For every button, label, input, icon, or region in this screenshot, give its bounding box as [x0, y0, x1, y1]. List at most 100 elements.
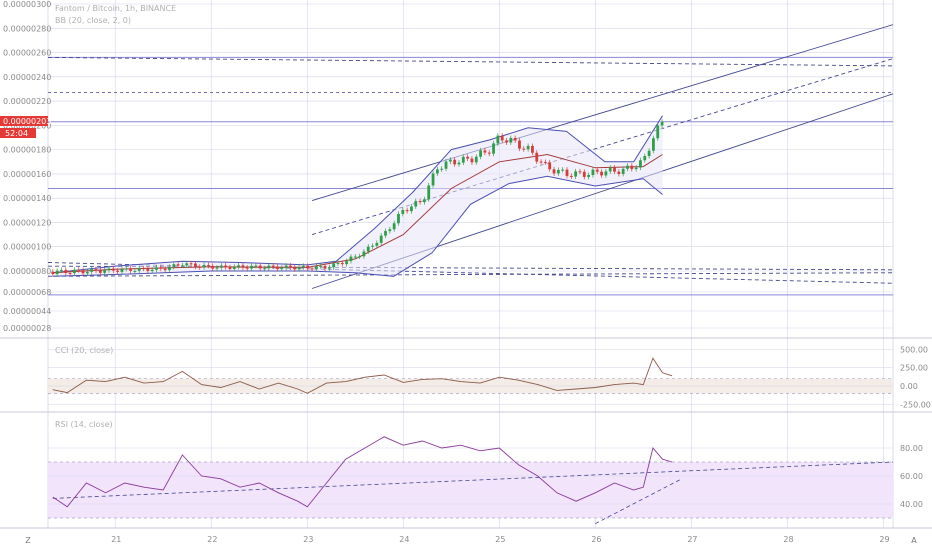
candle-body — [237, 265, 241, 267]
zoom-button[interactable]: Z — [25, 536, 31, 545]
candle-body — [414, 201, 418, 207]
auto-scale-button[interactable]: A — [911, 536, 917, 545]
candle-body — [232, 266, 236, 270]
candle-body — [621, 168, 625, 174]
candle-body — [306, 265, 310, 269]
candle-body — [617, 171, 621, 174]
rsi-label: RSI (14, close) — [55, 420, 113, 429]
candle-body — [293, 267, 297, 270]
last-price-value: 0.00000203 — [3, 117, 51, 126]
candle-body — [254, 265, 258, 267]
candle-body — [457, 162, 461, 165]
candle-body — [397, 213, 400, 224]
candle-body — [448, 159, 452, 162]
time-tick-label: 25 — [495, 535, 505, 544]
candle-body — [345, 261, 349, 265]
bollinger-bands — [52, 115, 663, 277]
time-x-axis: 21 22 23 24 25 26 27 28 29 — [0, 527, 932, 544]
candle-body — [634, 167, 638, 170]
candle-body — [159, 267, 163, 269]
candle-body — [539, 161, 543, 163]
rsi-tick-label: 80.00 — [900, 444, 923, 453]
bb-lower-line — [52, 175, 663, 277]
price-tick-label: 0.00000300 — [3, 0, 51, 9]
candle-body — [561, 169, 565, 171]
candle-body — [55, 270, 59, 275]
trendline — [47, 56, 894, 67]
candle-body — [137, 268, 141, 271]
candle-body — [656, 125, 660, 139]
candle-body — [103, 270, 107, 273]
candle-body — [591, 169, 595, 175]
price-y-axis: 0.00000300 0.00000280 0.00000260 0.00000240… — [3, 0, 51, 333]
candle-body — [513, 138, 517, 141]
price-tick-label: 0.00000260 — [3, 49, 51, 58]
candle-body — [224, 265, 228, 268]
candle-body — [660, 121, 664, 126]
bar-countdown: 52:04 — [5, 129, 28, 138]
candle-body — [518, 140, 521, 149]
candle-body — [116, 270, 120, 272]
candle-body — [492, 143, 495, 154]
candle-body — [133, 270, 137, 272]
candle-body — [211, 265, 215, 269]
candle-body — [505, 140, 508, 143]
candle-body — [613, 167, 616, 172]
candle-body — [146, 268, 150, 272]
candle-body — [375, 242, 379, 246]
candle-body — [215, 267, 219, 269]
cci-tick-label: 250.00 — [900, 364, 928, 373]
candle-body — [595, 169, 599, 172]
bb-fill — [52, 115, 663, 277]
price-tick-label: 0.00000220 — [3, 97, 51, 106]
candle-body — [552, 169, 556, 174]
candle-body — [228, 267, 232, 270]
price-tick-label: 0.00000080 — [3, 267, 51, 276]
candle-body — [548, 162, 552, 170]
time-tick-label: 22 — [207, 535, 217, 544]
rsi-band-fill — [48, 462, 893, 518]
candle-body — [444, 161, 448, 169]
time-tick-label: 24 — [399, 535, 409, 544]
candle-body — [578, 171, 582, 173]
candle-body — [271, 265, 275, 267]
candle-body — [626, 165, 629, 169]
candle-body — [250, 265, 253, 269]
time-tick-label: 29 — [879, 535, 889, 544]
candle-body — [258, 265, 262, 269]
candle-body — [263, 268, 266, 270]
price-series — [51, 119, 664, 277]
candle-body — [319, 265, 323, 267]
candle-body — [150, 269, 154, 272]
candle-body — [556, 169, 560, 174]
price-tick-label: 0.00000160 — [3, 170, 51, 179]
candle-body — [64, 269, 68, 274]
time-tick-label: 27 — [687, 535, 697, 544]
price-tick-label: 0.00000280 — [3, 24, 51, 33]
candle-body — [435, 169, 439, 174]
candle-body — [107, 268, 111, 271]
candle-body — [600, 171, 603, 176]
candle-body — [643, 156, 647, 161]
candle-body — [327, 267, 331, 269]
candle-body — [543, 162, 547, 164]
candle-body — [185, 263, 189, 266]
candle-body — [245, 267, 249, 269]
candle-body — [431, 173, 435, 186]
price-tick-label: 0.00000120 — [3, 218, 51, 227]
candle-body — [366, 246, 370, 252]
candle-body — [401, 209, 405, 214]
rsi-tick-label: 40.00 — [900, 500, 923, 509]
candle-body — [384, 231, 387, 236]
candle-body — [418, 201, 422, 203]
candle-body — [349, 256, 353, 262]
trendline — [311, 24, 894, 202]
candle-body — [206, 264, 210, 266]
candle-body — [77, 269, 81, 271]
candle-body — [124, 268, 128, 270]
candle-body — [189, 263, 193, 265]
time-tick-label: 28 — [783, 535, 793, 544]
candle-body — [474, 156, 478, 163]
candle-body — [392, 223, 396, 230]
